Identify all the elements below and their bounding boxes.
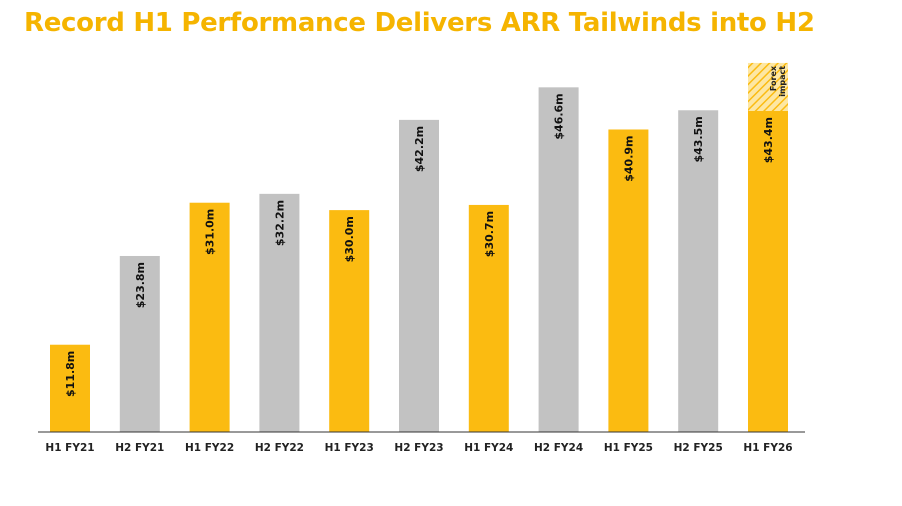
x-tick-label: H2 FY24 xyxy=(534,442,583,454)
x-tick-label: H1 FY22 xyxy=(185,442,234,454)
x-tick-label: H2 FY22 xyxy=(255,442,304,454)
bar-value-label: $23.8m xyxy=(134,262,147,308)
bar-h1-fy23 xyxy=(329,210,370,432)
chart-title: Record H1 Performance Delivers ARR Tailw… xyxy=(24,8,815,38)
x-tick-label: H1 FY23 xyxy=(325,442,374,454)
x-tick-label: H1 FY21 xyxy=(45,442,94,454)
x-tick-label: H2 FY23 xyxy=(394,442,443,454)
bar-h1-fy26 xyxy=(748,111,788,432)
bar-value-label: $11.8m xyxy=(64,351,77,397)
bar-h2-fy24 xyxy=(538,87,579,432)
bar-value-label: $42.2m xyxy=(413,126,426,172)
bar-value-label: $30.7m xyxy=(483,211,496,257)
bar-value-label: $32.2m xyxy=(273,200,286,246)
bar-h1-fy21 xyxy=(50,344,90,432)
bar-h2-fy21 xyxy=(119,255,160,432)
bar-value-label: $43.4m xyxy=(762,117,775,163)
x-tick-label: H1 FY26 xyxy=(743,442,792,454)
x-tick-label: H2 FY25 xyxy=(674,442,723,454)
bar-value-label: $43.5m xyxy=(692,116,705,162)
x-tick-label: H2 FY21 xyxy=(115,442,164,454)
bar-h1-fy25 xyxy=(608,129,649,433)
bar-value-label: $46.6m xyxy=(553,93,566,139)
bar-value-label: $40.9m xyxy=(622,135,635,181)
bar-h2-fy22 xyxy=(259,193,300,432)
bar-value-label: $31.0m xyxy=(204,209,217,255)
bar-h2-fy23 xyxy=(399,119,439,432)
bar-h1-fy22 xyxy=(189,202,230,432)
forex-impact-segment xyxy=(748,62,788,112)
bar-h1-fy24 xyxy=(468,204,509,432)
x-tick-label: H1 FY25 xyxy=(604,442,653,454)
bar-value-label: $30.0m xyxy=(343,216,356,262)
x-tick-label: H1 FY24 xyxy=(464,442,513,454)
forex-impact-label: Foreximpact xyxy=(769,65,787,97)
bar-h2-fy25 xyxy=(678,110,719,432)
